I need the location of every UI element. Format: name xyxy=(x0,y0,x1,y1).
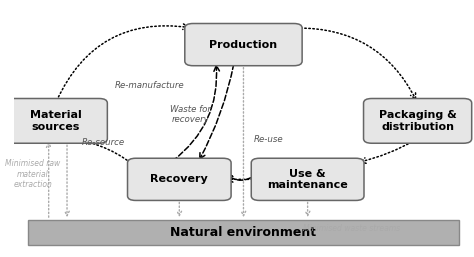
Text: Recovery: Recovery xyxy=(150,174,208,184)
FancyBboxPatch shape xyxy=(185,23,302,66)
FancyBboxPatch shape xyxy=(364,98,472,143)
Text: Re-use: Re-use xyxy=(254,135,283,144)
FancyBboxPatch shape xyxy=(251,158,364,200)
Text: Production: Production xyxy=(210,40,278,50)
Text: Minimised raw
material
extraction: Minimised raw material extraction xyxy=(5,159,60,189)
Text: Re-source: Re-source xyxy=(82,138,125,147)
Text: Minimised waste streams: Minimised waste streams xyxy=(302,224,400,233)
Text: Re-manufacture: Re-manufacture xyxy=(115,81,184,90)
Text: Packaging &
distribution: Packaging & distribution xyxy=(379,110,456,132)
Text: Use &
maintenance: Use & maintenance xyxy=(267,169,348,190)
Text: Natural environment: Natural environment xyxy=(170,226,317,239)
FancyBboxPatch shape xyxy=(28,220,459,245)
Text: Material
sources: Material sources xyxy=(30,110,82,132)
FancyBboxPatch shape xyxy=(4,98,107,143)
Text: Waste for
recovery: Waste for recovery xyxy=(170,105,211,124)
FancyBboxPatch shape xyxy=(128,158,231,200)
